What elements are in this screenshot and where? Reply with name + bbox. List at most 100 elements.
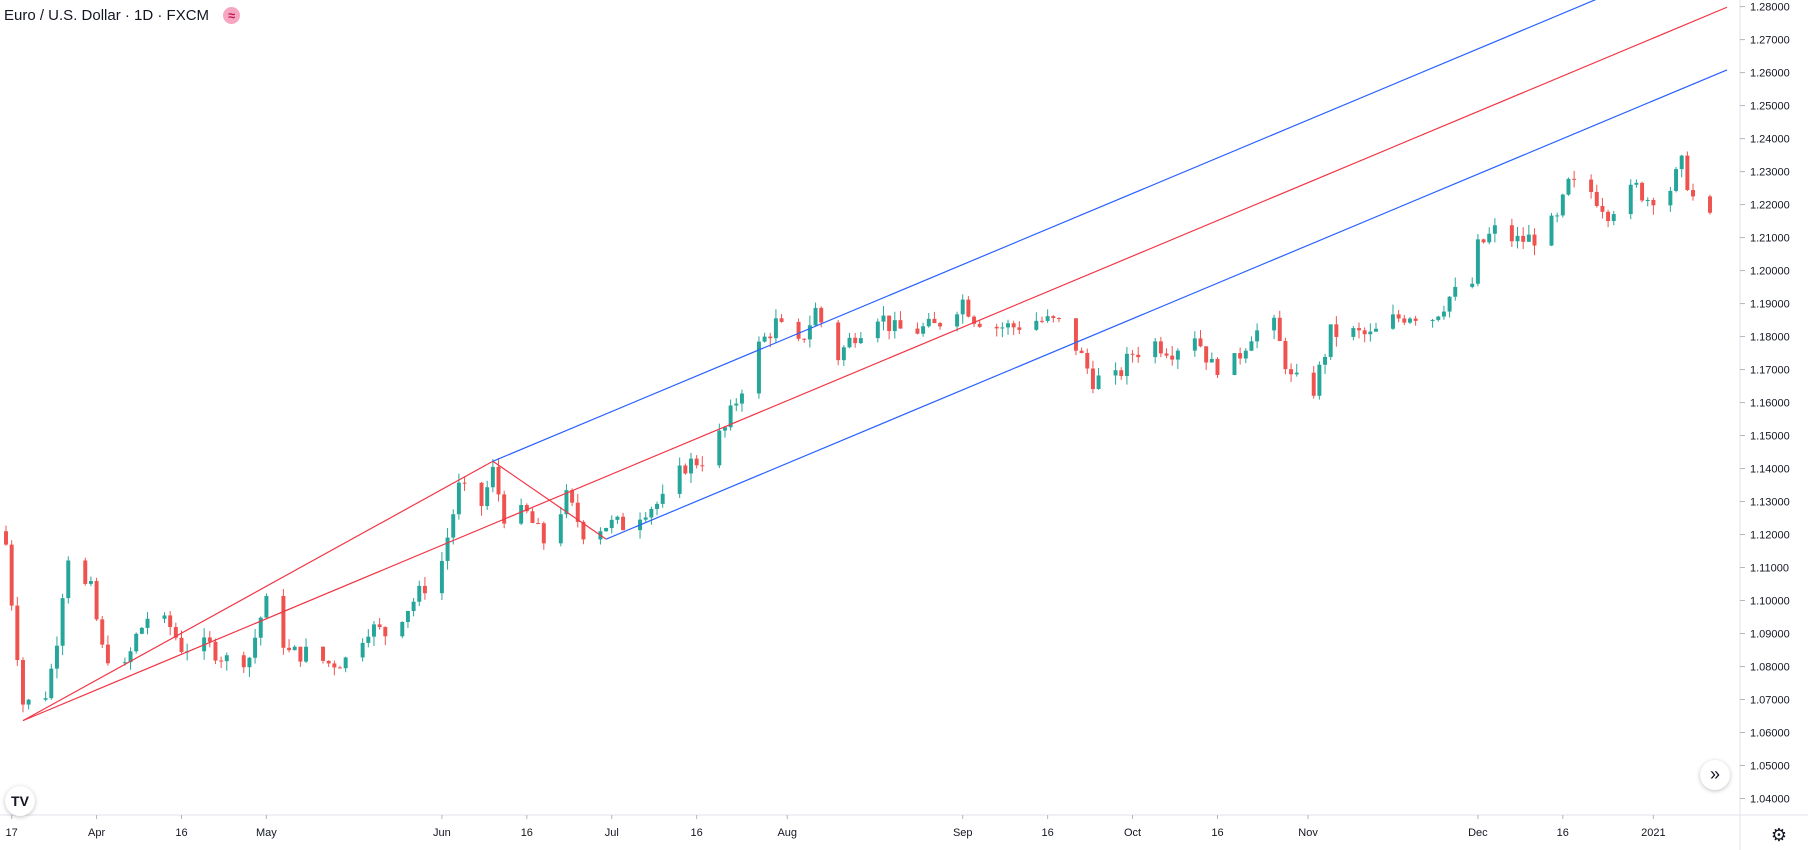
candle-down: [462, 482, 467, 484]
candle-up: [1645, 199, 1650, 201]
candle-up: [456, 482, 461, 515]
candle-up: [1634, 182, 1639, 185]
candle-up: [1175, 350, 1180, 360]
candle-up: [921, 326, 926, 334]
candle-up: [43, 698, 48, 700]
candle-up: [304, 646, 309, 662]
candle-up: [926, 318, 931, 327]
candle-up: [615, 516, 620, 520]
price-tick-label: 1.15000: [1750, 431, 1790, 443]
candle-down: [1277, 317, 1282, 341]
candle-down: [1130, 353, 1135, 355]
candle-up: [1045, 316, 1050, 321]
candle-up: [1328, 324, 1333, 357]
candle-down: [1073, 318, 1078, 351]
candle-down: [1136, 354, 1141, 358]
price-tick-label: 1.23000: [1750, 167, 1790, 179]
candle-up: [1407, 318, 1412, 323]
candle-down: [581, 521, 586, 540]
candle-down: [1056, 318, 1061, 320]
candle-up: [485, 487, 490, 507]
candle-up: [1317, 364, 1322, 396]
candle-up: [858, 338, 863, 344]
candle-up: [1192, 338, 1197, 351]
candle-down: [1606, 211, 1611, 222]
candle-down: [694, 458, 699, 466]
candle-down: [796, 321, 801, 339]
candles-layer: [4, 151, 1712, 713]
candle-down: [21, 660, 25, 705]
candle-down: [1396, 314, 1401, 319]
double-chevron-right-icon[interactable]: »: [1700, 760, 1730, 790]
tradingview-logo[interactable]: TV: [5, 786, 35, 816]
candle-up: [1430, 319, 1435, 321]
time-tick-label: Jul: [605, 827, 619, 839]
candle-up: [1124, 353, 1129, 377]
candle-down: [338, 667, 342, 669]
candle-up: [1526, 234, 1531, 242]
candle-down: [321, 646, 326, 661]
candle-up: [145, 618, 150, 628]
candle-up: [558, 514, 563, 544]
candle-up: [1555, 215, 1560, 217]
price-tick-label: 1.06000: [1750, 728, 1790, 740]
price-tick-label: 1.21000: [1750, 233, 1790, 245]
candle-up: [1232, 353, 1237, 375]
candle-up: [1113, 370, 1118, 376]
candle-up: [490, 466, 495, 488]
candle-up: [649, 509, 654, 518]
candle-down: [915, 328, 920, 334]
candle-down: [1238, 353, 1243, 359]
candle-down: [530, 511, 535, 523]
approx-equal-icon[interactable]: ≈: [223, 7, 241, 24]
time-tick-label: Nov: [1298, 827, 1318, 839]
candle-down: [213, 641, 218, 661]
candle-down: [298, 646, 303, 662]
candle-down: [541, 523, 546, 544]
time-tick-label: Sep: [953, 827, 973, 839]
candle-up: [258, 617, 263, 638]
candle-up: [264, 595, 269, 618]
time-tick-label: Jun: [433, 827, 451, 839]
candle-up: [417, 585, 422, 602]
time-tick-label: 16: [1042, 827, 1054, 839]
pitchfork-median-line: [22, 6, 1728, 722]
candle-down: [1289, 369, 1294, 375]
pitchfork-upper-tine: [492, 0, 1597, 462]
candle-down: [1685, 155, 1690, 191]
candle-up: [722, 427, 727, 431]
candle-down: [1572, 178, 1577, 180]
candle-down: [1521, 235, 1526, 242]
candle-up: [1351, 328, 1356, 337]
price-axis[interactable]: 1.28000 1.27000 1.26000 1.25000 1.24000 1.230…: [1740, 2, 1790, 806]
gear-icon[interactable]: ⚙: [1770, 825, 1788, 845]
candle-down: [1215, 358, 1220, 375]
pitchfork-drawing[interactable]: [22, 0, 1728, 722]
candle-down: [1079, 350, 1084, 354]
time-axis[interactable]: 17 Apr 16 May Jun 16 Jul 16 Aug Sep 16 Oct 16 Nov Dec 1…: [6, 815, 1666, 839]
candle-up: [1566, 178, 1571, 195]
candle-down: [1362, 330, 1367, 335]
time-tick-label: Dec: [1468, 827, 1488, 839]
price-tick-label: 1.17000: [1750, 365, 1790, 377]
candle-down: [1158, 341, 1163, 354]
candle-down: [1085, 353, 1090, 369]
candle-up: [122, 662, 127, 664]
price-tick-label: 1.26000: [1750, 68, 1790, 80]
candle-down: [496, 466, 501, 495]
candle-up: [66, 560, 71, 599]
candle-up: [360, 642, 365, 658]
candle-up: [1153, 341, 1158, 358]
candle-down: [1051, 316, 1056, 319]
candle-down: [887, 315, 892, 332]
candle-up: [643, 517, 648, 520]
price-tick-label: 1.24000: [1750, 134, 1790, 146]
candle-up: [847, 337, 852, 348]
symbol-legend[interactable]: Euro / U.S. Dollar · 1D · FXCM ≈: [4, 7, 241, 24]
candle-down: [422, 585, 427, 594]
price-tick-label: 1.27000: [1750, 35, 1790, 47]
candle-down: [241, 655, 246, 668]
time-tick-label: 16: [691, 827, 703, 839]
candle-down: [9, 544, 14, 606]
